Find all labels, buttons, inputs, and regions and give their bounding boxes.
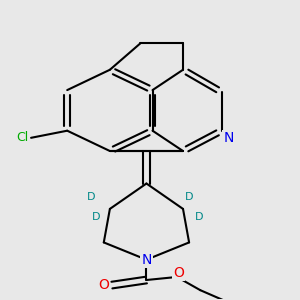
Text: Cl: Cl bbox=[16, 131, 29, 144]
Text: N: N bbox=[141, 253, 152, 267]
Text: N: N bbox=[224, 131, 234, 145]
Text: D: D bbox=[87, 192, 96, 202]
Text: D: D bbox=[185, 192, 194, 202]
Text: O: O bbox=[173, 266, 184, 280]
Text: D: D bbox=[195, 212, 203, 222]
Text: O: O bbox=[98, 278, 109, 292]
Text: D: D bbox=[92, 212, 100, 222]
